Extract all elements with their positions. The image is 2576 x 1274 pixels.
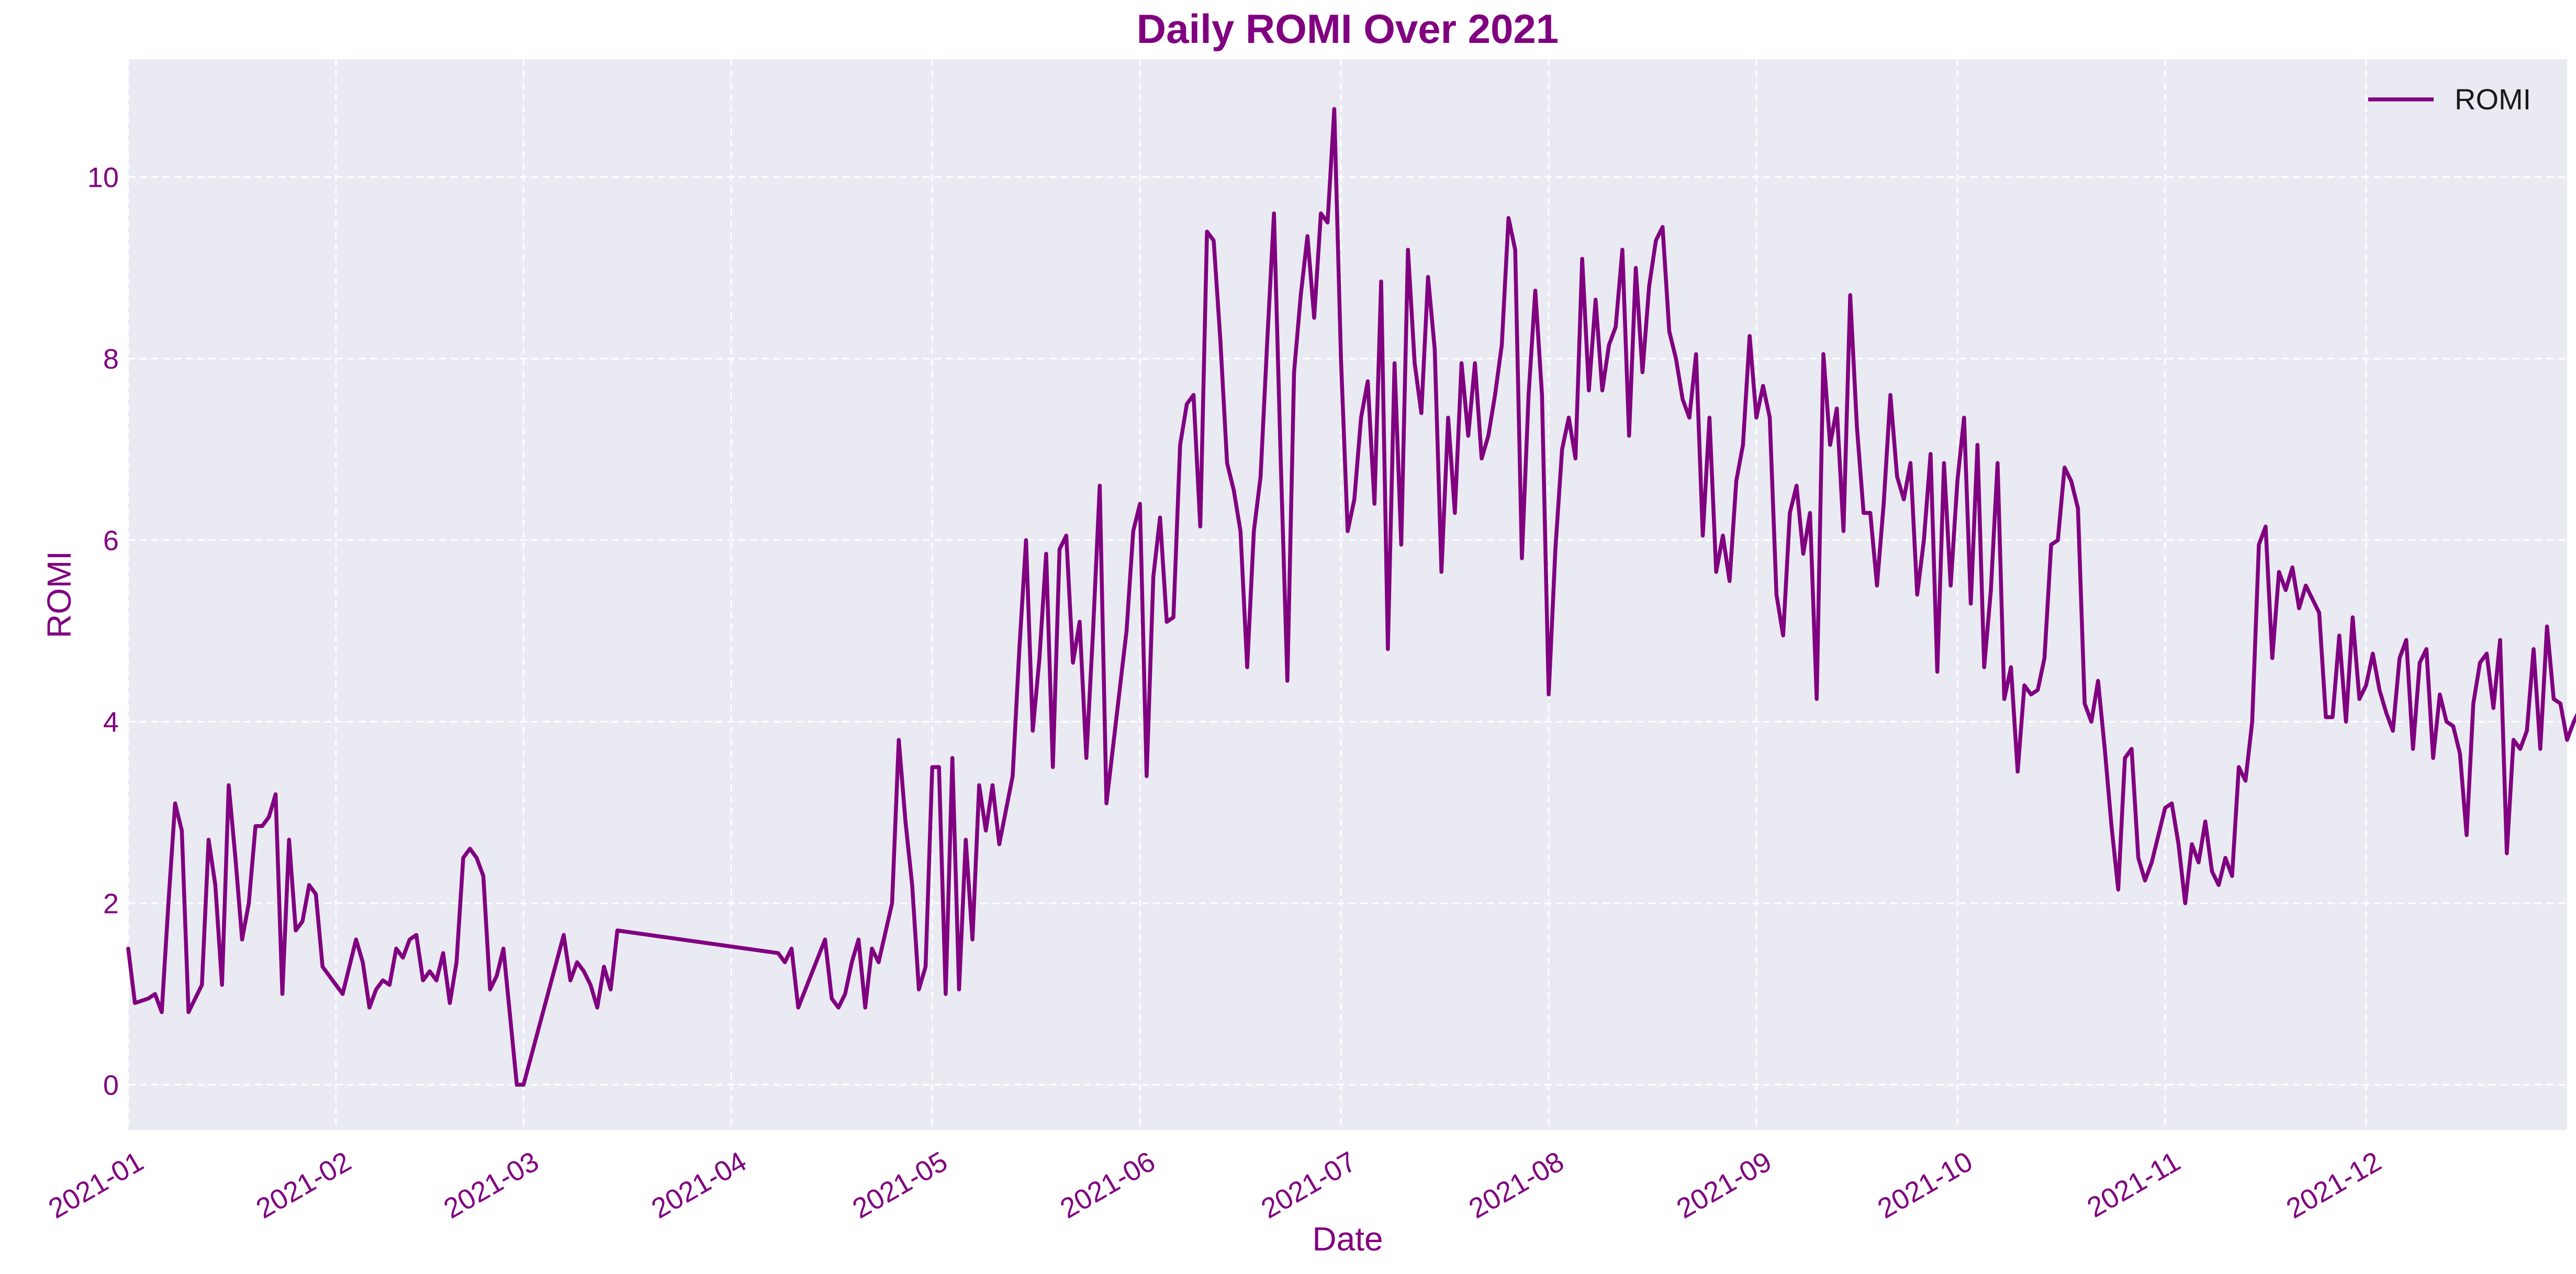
y-tick-label: 2 bbox=[103, 888, 119, 919]
y-tick-label: 6 bbox=[103, 525, 119, 556]
x-tick-label: 2021-01 bbox=[43, 1146, 149, 1225]
x-tick-label: 2021-05 bbox=[847, 1146, 953, 1225]
x-tick-label: 2021-08 bbox=[1464, 1146, 1570, 1225]
x-tick-label: 2021-07 bbox=[1256, 1146, 1362, 1225]
x-tick-label: 2021-03 bbox=[439, 1146, 544, 1225]
series-group bbox=[126, 107, 2576, 1087]
x-tick-label: 2021-09 bbox=[1672, 1146, 1777, 1225]
legend-label-romi: ROMI bbox=[2455, 83, 2531, 116]
x-tick-label: 2021-11 bbox=[2082, 1146, 2186, 1224]
x-tick-label: 2021-02 bbox=[251, 1146, 356, 1225]
chart-title: Daily ROMI Over 2021 bbox=[1137, 6, 1559, 52]
legend: ROMI bbox=[2368, 83, 2531, 116]
x-tick-label: 2021-06 bbox=[1055, 1146, 1161, 1225]
y-tick-label: 4 bbox=[103, 706, 119, 738]
y-tick-label: 0 bbox=[103, 1069, 119, 1101]
x-tick-label: 2021-12 bbox=[2281, 1146, 2387, 1225]
series-line-romi bbox=[126, 107, 2576, 1087]
plot-area bbox=[128, 59, 2567, 1130]
gridlines bbox=[127, 59, 2567, 1130]
y-tick-label: 8 bbox=[103, 343, 119, 375]
y-tick-label: 10 bbox=[87, 162, 119, 194]
x-tick-label: 2021-04 bbox=[646, 1146, 752, 1225]
x-tick-label: 2021-10 bbox=[1873, 1146, 1978, 1225]
x-axis-label: Date bbox=[1312, 1220, 1383, 1258]
y-axis-ticks: 0 2 4 6 8 10 bbox=[87, 162, 119, 1101]
x-axis-ticks: 2021-01 2021-02 2021-03 2021-04 2021-05 2021-… bbox=[43, 1146, 2387, 1225]
y-axis-label: ROMI bbox=[40, 551, 78, 638]
